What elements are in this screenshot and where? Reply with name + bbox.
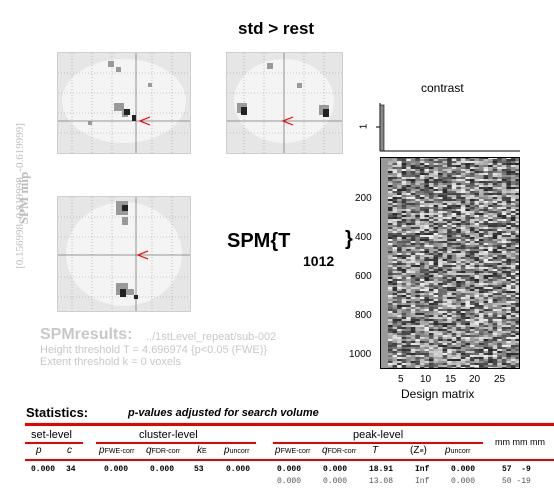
dm-xtick-5: 5 (398, 374, 404, 385)
table-row[interactable]: 0.000 34 0.000 0.000 53 0.000 0.000 0.00… (0, 465, 554, 475)
mip-coronal-panel[interactable] (226, 52, 343, 154)
col-peak-t: T (372, 445, 379, 456)
cell-cluster-punc: 0.000 (226, 465, 251, 474)
cell-set-p: 0.000 (31, 465, 56, 474)
col-set-p: p (36, 445, 42, 456)
results-header: SPMresults: (40, 326, 133, 343)
cluster-level-header: cluster-level (139, 429, 198, 441)
col-peak-pfwe: pFWE-corr (275, 445, 311, 456)
statistics-subtitle: p-values adjusted for search volume (128, 407, 319, 419)
cell-set-c: 34 (66, 465, 76, 474)
col-cluster-k: kE (197, 445, 207, 456)
mip-cursor-arrow-icon (138, 116, 151, 126)
spm-df-label: 1012 (303, 253, 335, 269)
set-level-rule (25, 442, 83, 444)
mip-axial-panel[interactable] (57, 196, 191, 312)
cell-peak-punc: 0.000 (451, 477, 476, 486)
statistics-red-rule-header (25, 459, 554, 461)
cell-cluster-k: 53 (194, 465, 204, 474)
col-peak-punc: puncorr (445, 445, 471, 456)
mip-sagittal-panel[interactable] (57, 52, 191, 154)
peak-level-header: peak-level (353, 429, 404, 441)
cell-mm: 57 -9 (502, 465, 531, 474)
spm-statistic-close: } (345, 228, 353, 250)
cell-mm: 50 -19 (502, 477, 531, 486)
cell-peak-qfdr: 0.000 (323, 465, 348, 474)
cell-cluster-pfwe: 0.000 (104, 465, 129, 474)
cell-peak-t: 13.08 (369, 477, 394, 486)
mip-coronal-glass-brain (227, 53, 342, 153)
extent-threshold: Extent threshold k = 0 voxels (40, 356, 181, 368)
design-matrix-label: Design matrix (401, 387, 475, 401)
cell-peak-z: Inf (415, 477, 430, 486)
contrast-title: contrast (421, 81, 464, 95)
cell-peak-pfwe: 0.000 (277, 465, 302, 474)
cluster-level-rule (96, 442, 256, 444)
mip-axial-glass-brain (58, 197, 190, 311)
results-path: ../1stLevel_repeat/sub-002 (146, 331, 277, 343)
design-matrix-image[interactable] (380, 157, 520, 369)
contrast-axis-tick: 1 (358, 123, 370, 130)
col-peak-qfdr: qFDR-corr (322, 445, 357, 456)
dm-xtick-25: 25 (494, 374, 506, 385)
dm-ytick-1000: 1000 (349, 349, 372, 360)
col-cluster-pfwe: pFWE-corr (99, 445, 135, 456)
mip-cursor-arrow-icon (281, 116, 294, 126)
contrast-weight-bar (379, 104, 385, 152)
col-set-c: c (67, 445, 72, 456)
set-level-header: set-level (31, 429, 72, 441)
dm-xtick-15: 15 (445, 374, 457, 385)
cell-peak-qfdr: 0.000 (323, 477, 348, 486)
dm-ytick-200: 200 (355, 193, 372, 204)
height-threshold: Height threshold T = 4.696974 {p<0.05 (F… (40, 344, 268, 356)
statistics-red-rule-top (25, 423, 554, 426)
dm-ytick-400: 400 (355, 232, 372, 243)
dm-ytick-600: 600 (355, 271, 372, 282)
col-cluster-punc: puncorr (224, 445, 250, 456)
mip-sagittal-glass-brain (58, 53, 190, 153)
cell-peak-pfwe: 0.000 (277, 477, 302, 486)
cell-peak-t: 18.91 (369, 465, 394, 474)
col-cluster-qfdr: qFDR-corr (146, 445, 181, 456)
mip-coordinates-label: [0.156998, 0.819998, -0.619999] (14, 123, 26, 269)
contrast-plot (376, 103, 520, 152)
mm-header: mm mm mm (495, 437, 545, 447)
dm-xtick-10: 10 (420, 374, 432, 385)
dm-ytick-800: 800 (355, 310, 372, 321)
spm-statistic-label: SPM{T (227, 230, 291, 252)
cell-peak-z: Inf (415, 465, 430, 474)
figure-title: std > rest (238, 19, 315, 38)
table-row[interactable]: 0.000 0.000 13.08 Inf 0.000 50 -19 (0, 477, 554, 487)
cell-peak-punc: 0.000 (451, 465, 476, 474)
dm-xtick-20: 20 (469, 374, 481, 385)
col-peak-z: (Z≡) (410, 445, 427, 456)
peak-level-rule (273, 442, 483, 444)
cell-cluster-qfdr: 0.000 (150, 465, 175, 474)
mip-cursor-arrow-icon (136, 250, 149, 260)
statistics-title: Statistics: (26, 405, 89, 420)
